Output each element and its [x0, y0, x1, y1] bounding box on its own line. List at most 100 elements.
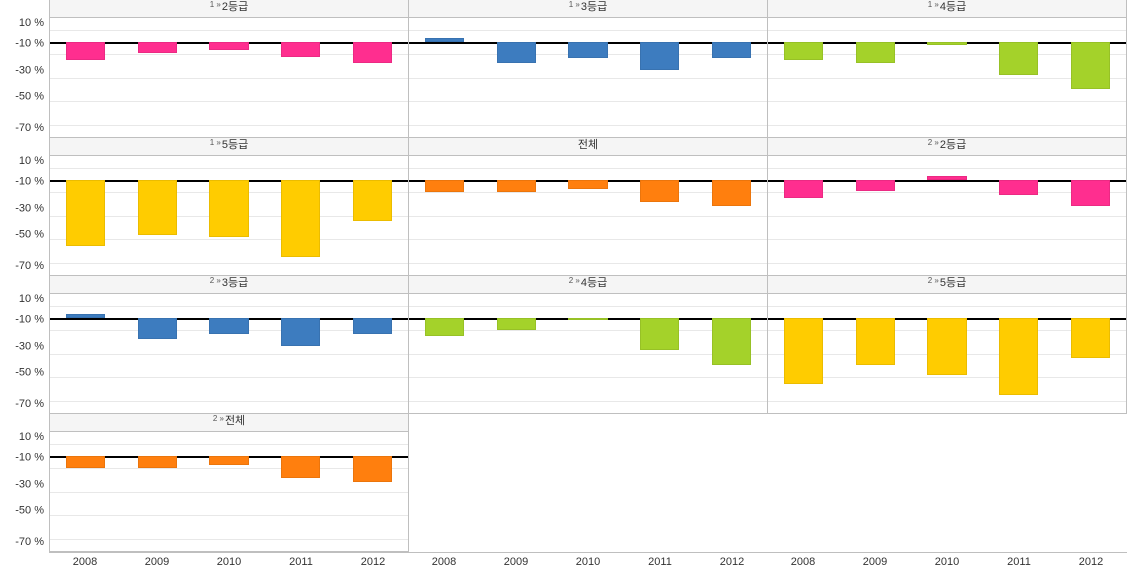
- y-tick-label: -30 %: [15, 479, 44, 490]
- y-tick-label: -10 %: [15, 39, 44, 50]
- y-tick-label: -10 %: [15, 177, 44, 188]
- x-axis: 20082009201020112012: [767, 552, 1127, 571]
- bar: [640, 180, 679, 203]
- panel-title-text: 4등급: [940, 1, 966, 13]
- bar: [425, 180, 464, 192]
- bar: [1071, 180, 1110, 206]
- bar: [281, 42, 320, 57]
- bar: [353, 42, 392, 63]
- panel-sup: 2 »: [928, 138, 939, 147]
- y-axis: 10 %-10 %-30 %-50 %-70 %: [0, 0, 50, 138]
- panel-title-text: 3등급: [581, 1, 607, 13]
- bar: [209, 456, 248, 466]
- bar: [353, 318, 392, 335]
- bar: [138, 318, 177, 339]
- x-tick-label: 2008: [767, 553, 839, 571]
- panel-title-text: 3등급: [222, 277, 248, 289]
- plot-area: [768, 294, 1126, 413]
- chart-panel: 1 »4등급: [767, 0, 1127, 138]
- bar: [712, 318, 751, 366]
- bar: [209, 318, 248, 335]
- y-tick-label: -50 %: [15, 229, 44, 240]
- y-tick-label: 10 %: [15, 18, 44, 29]
- x-tick-label: 2011: [983, 553, 1055, 571]
- y-tick-label: -30 %: [15, 203, 44, 214]
- x-tick-label: 2009: [121, 553, 193, 571]
- panel-title: 2 »5등급: [768, 276, 1126, 294]
- plot-area: [50, 156, 408, 275]
- panel-title-text: 5등급: [940, 277, 966, 289]
- x-tick-label: 2011: [624, 553, 696, 571]
- bar: [281, 456, 320, 479]
- bar: [66, 456, 105, 468]
- y-axis: 10 %-10 %-30 %-50 %-70 %: [0, 138, 50, 276]
- chart-panel: 2 »4등급: [408, 275, 768, 414]
- panel-title-text: 2등급: [222, 1, 248, 13]
- y-tick-label: 10 %: [15, 432, 44, 443]
- bar: [784, 42, 823, 60]
- bar: [66, 180, 105, 247]
- bar: [927, 318, 966, 375]
- plot-area: [768, 156, 1126, 275]
- chart-panel: 전체: [408, 137, 768, 276]
- x-axis: 20082009201020112012: [49, 552, 409, 571]
- bar: [281, 180, 320, 257]
- y-axis: 10 %-10 %-30 %-50 %-70 %: [0, 414, 50, 552]
- bar: [138, 42, 177, 53]
- bar: [927, 42, 966, 46]
- plot-area: [50, 18, 408, 137]
- y-tick-label: -50 %: [15, 367, 44, 378]
- x-tick-label: 2012: [337, 553, 409, 571]
- y-tick-label: -50 %: [15, 505, 44, 516]
- x-tick-label: 2010: [193, 553, 265, 571]
- panel-title-text: 전체: [225, 415, 245, 427]
- bar: [425, 318, 464, 336]
- chart-panel: 1 »5등급: [49, 137, 409, 276]
- y-tick-label: -10 %: [15, 315, 44, 326]
- plot-area: [409, 18, 767, 137]
- bar: [1071, 318, 1110, 358]
- plot-area: [50, 294, 408, 413]
- x-tick-label: 2008: [49, 553, 121, 571]
- bar: [640, 42, 679, 71]
- panel-title: 1 »3등급: [409, 0, 767, 18]
- bar: [66, 314, 105, 318]
- bar: [497, 180, 536, 192]
- panel-title: 1 »5등급: [50, 138, 408, 156]
- chart-panel: 2 »3등급: [49, 275, 409, 414]
- panel-title-text: 전체: [578, 139, 598, 151]
- x-tick-label: 2009: [839, 553, 911, 571]
- x-tick-label: 2012: [1055, 553, 1127, 571]
- bar: [209, 180, 248, 237]
- bar: [568, 180, 607, 190]
- y-tick-label: -70 %: [15, 399, 44, 410]
- bar: [568, 318, 607, 320]
- bar: [497, 42, 536, 63]
- y-tick-label: -70 %: [15, 537, 44, 548]
- chart-panel: 1 »3등급: [408, 0, 768, 138]
- bar: [138, 180, 177, 235]
- bar: [784, 318, 823, 385]
- y-tick-label: 10 %: [15, 156, 44, 167]
- panel-sup: 1 »: [210, 138, 221, 147]
- bar: [497, 318, 536, 330]
- panel-title-text: 4등급: [581, 277, 607, 289]
- panel-title: 1 »2등급: [50, 0, 408, 18]
- panel-title: 2 »2등급: [768, 138, 1126, 156]
- plot-area: [768, 18, 1126, 137]
- y-tick-label: 10 %: [15, 294, 44, 305]
- y-axis: 10 %-10 %-30 %-50 %-70 %: [0, 276, 50, 414]
- panel-title: 전체: [409, 138, 767, 156]
- bar: [568, 42, 607, 59]
- x-axis-row: 2008200920102011201220082009201020112012…: [50, 552, 1127, 570]
- panel-title-text: 2등급: [940, 139, 966, 151]
- bar: [425, 38, 464, 42]
- bar: [712, 42, 751, 59]
- chart-panel: 2 »5등급: [767, 275, 1127, 414]
- panel-title: 2 »3등급: [50, 276, 408, 294]
- x-tick-label: 2009: [480, 553, 552, 571]
- panel-sup: 2 »: [569, 276, 580, 285]
- bar: [209, 42, 248, 50]
- chart-panel: 1 »2등급: [49, 0, 409, 138]
- bar: [927, 176, 966, 180]
